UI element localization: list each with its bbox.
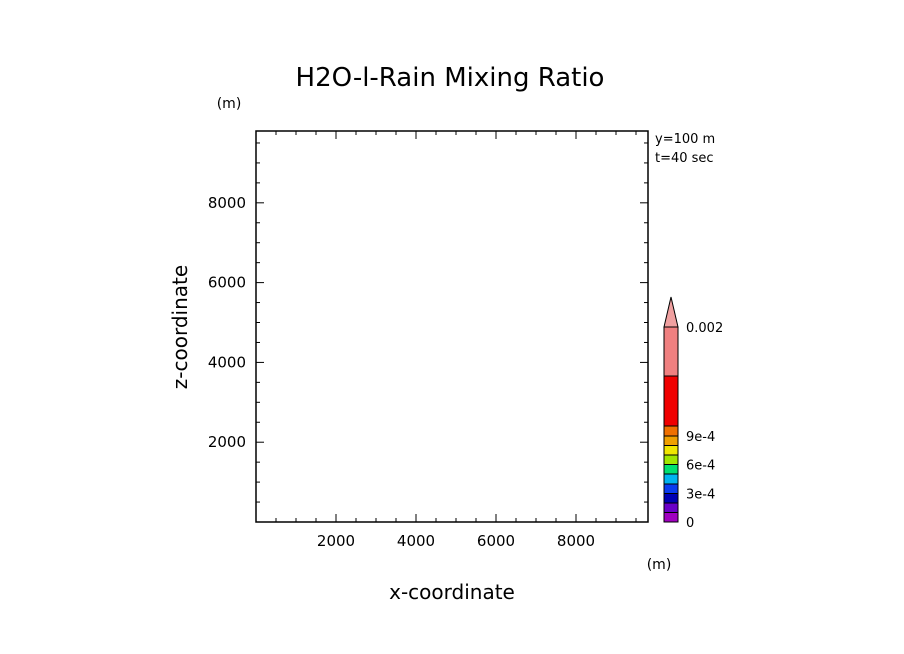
- y-tick-label: 8000: [208, 194, 246, 212]
- colorbar-swatch: [663, 375, 679, 427]
- x-tick-label: 8000: [557, 532, 595, 550]
- y-unit-label: (m): [217, 96, 242, 112]
- colorbar-swatch: [663, 473, 679, 485]
- x-axis-label: x-coordinate: [389, 580, 515, 604]
- colorbar-label: 0: [686, 516, 694, 531]
- annotation-y-slice: y=100 m: [655, 132, 715, 147]
- colorbar-swatch: [663, 493, 679, 504]
- x-tick-label: 6000: [477, 532, 515, 550]
- colorbar-swatch: [663, 483, 679, 494]
- colorbar-swatch: [663, 512, 679, 523]
- colorbar-swatch: [663, 464, 679, 475]
- colorbar-swatch: [663, 425, 679, 437]
- colorbar-swatch: [663, 326, 679, 377]
- y-axis-label: z-coordinate: [168, 265, 192, 389]
- colorbar-label: 0.002: [686, 321, 723, 336]
- colorbar-swatch: [663, 502, 679, 513]
- colorbar-overflow-arrow: [663, 296, 679, 328]
- y-tick-label: 2000: [208, 433, 246, 451]
- x-unit-label: (m): [647, 557, 672, 573]
- colorbar-label: 3e-4: [686, 488, 715, 503]
- x-tick-label: 2000: [317, 532, 355, 550]
- colorbar-swatch: [663, 445, 679, 456]
- colorbar-swatch: [663, 435, 679, 446]
- colorbar-label: 9e-4: [686, 430, 715, 445]
- annotation-time: t=40 sec: [655, 151, 714, 166]
- colorbar-label: 6e-4: [686, 459, 715, 474]
- plot-frame: [255, 130, 649, 523]
- colorbar-swatch: [663, 454, 679, 465]
- y-tick-label: 4000: [208, 353, 246, 371]
- y-tick-label: 6000: [208, 274, 246, 292]
- chart-title: H2O-l-Rain Mixing Ratio: [296, 63, 605, 93]
- x-tick-label: 4000: [397, 532, 435, 550]
